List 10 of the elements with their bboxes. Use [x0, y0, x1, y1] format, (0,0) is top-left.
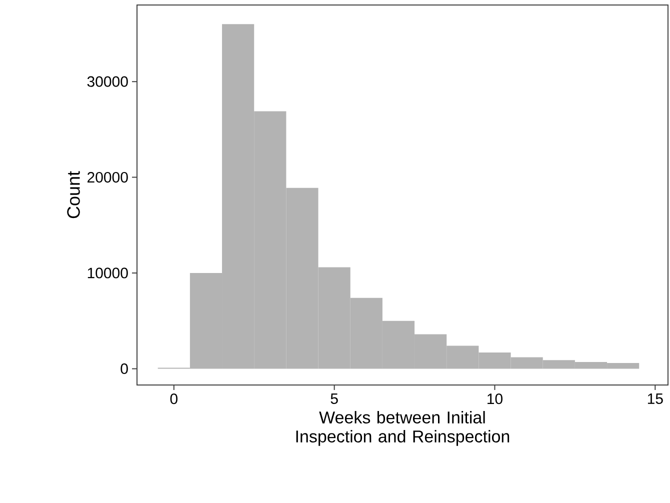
x-tick-label: 15 [648, 394, 663, 404]
y-tick-label: 0 [120, 363, 128, 374]
x-tick-label: 0 [170, 394, 178, 404]
y-tick-label: 20000 [88, 172, 128, 183]
x-tick-label: 5 [330, 394, 338, 404]
y-tick-label: 10000 [88, 268, 128, 278]
x-tick-label: 10 [488, 394, 502, 404]
x-axis-title: Weeks between Initial Inspection and Reinspection [296, 411, 510, 446]
y-axis-title: Count [67, 171, 80, 218]
y-tick-label: 30000 [87, 76, 128, 87]
